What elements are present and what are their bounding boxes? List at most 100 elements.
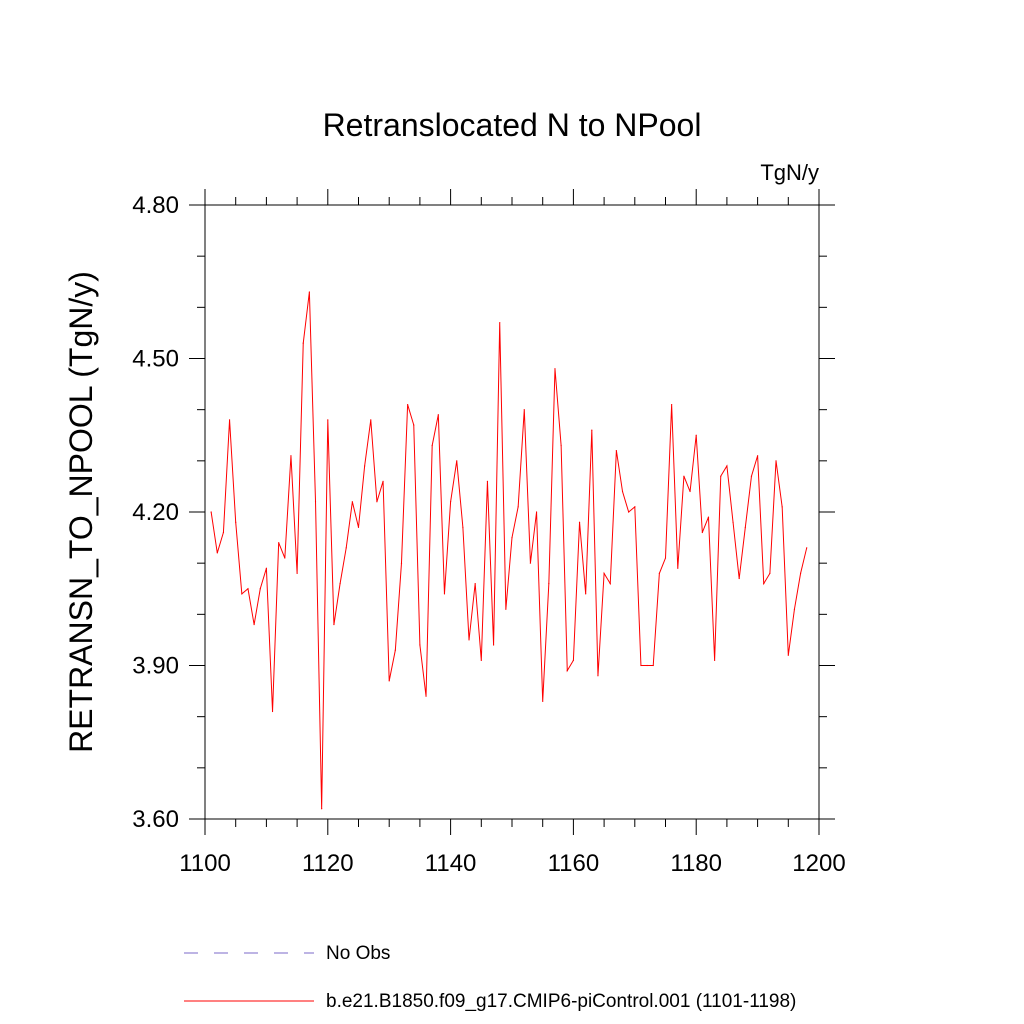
data-point [308, 291, 310, 293]
data-point [333, 623, 335, 626]
data-point [701, 531, 703, 534]
data-point [535, 511, 538, 513]
data-point [560, 444, 562, 447]
data-point [523, 409, 525, 411]
data-point [806, 547, 808, 549]
data-point [652, 664, 654, 667]
data-point [683, 475, 685, 477]
legend: No Obs b.e21.B1850.f09_g17.CMIP6-piContr… [184, 943, 796, 1012]
data-point [492, 644, 495, 646]
data-point [468, 639, 470, 641]
data-point [517, 506, 519, 508]
data-point [259, 588, 261, 590]
data-point [351, 501, 353, 503]
data-point [314, 501, 317, 503]
data-point [511, 536, 513, 539]
data-point [775, 460, 777, 462]
data-point [578, 521, 581, 523]
data-point [738, 577, 740, 580]
data-point [228, 419, 231, 421]
data-point [437, 414, 439, 416]
data-point [615, 450, 617, 452]
data-point [640, 664, 642, 667]
data-point [744, 526, 746, 528]
data-point [364, 465, 366, 467]
data-point [357, 526, 360, 528]
data-point [499, 322, 501, 324]
data-point [419, 644, 421, 646]
data-point [726, 465, 728, 467]
data-point [216, 552, 218, 554]
data-point [394, 649, 396, 651]
data-point [787, 654, 789, 656]
y-tick-label: 3.90 [132, 653, 179, 680]
data-point [278, 542, 280, 544]
x-tick-label: 1140 [425, 850, 477, 877]
data-point [480, 659, 482, 661]
y-tick-label: 4.80 [132, 192, 179, 219]
data-point [707, 516, 710, 518]
data-point [603, 572, 605, 575]
data-point [290, 455, 292, 457]
data-point [271, 710, 274, 713]
data-point [621, 490, 624, 493]
data-point [750, 475, 753, 477]
data-point [376, 501, 378, 503]
data-point [628, 511, 630, 513]
data-point [763, 583, 765, 585]
data-point [529, 562, 532, 564]
data-point [253, 623, 255, 626]
data-point [677, 567, 679, 569]
data-point [443, 593, 446, 595]
x-tick-label: 1200 [792, 850, 845, 877]
data-point [671, 403, 673, 406]
x-tick-label: 1160 [548, 850, 600, 877]
data-point [456, 460, 458, 462]
data-point [247, 588, 249, 590]
data-point [664, 557, 667, 559]
data-point [597, 675, 599, 677]
data-point [658, 572, 660, 575]
data-point [505, 608, 507, 610]
data-point [714, 659, 716, 661]
y-axis-label: RETRANSN_TO_NPOOL (TgN/y) [63, 271, 99, 753]
data-point [646, 664, 648, 667]
data-point [793, 608, 796, 610]
series-layer [210, 291, 808, 810]
data-point [542, 700, 544, 702]
data-point [413, 424, 415, 426]
data-point [425, 695, 427, 697]
data-point [450, 501, 452, 503]
y-tick-label: 4.50 [132, 346, 179, 373]
data-point [235, 521, 237, 523]
data-point [572, 659, 575, 661]
x-tick-label: 1100 [179, 850, 231, 877]
data-point [321, 808, 323, 810]
x-tick-label: 1120 [302, 850, 354, 877]
data-point [554, 368, 556, 370]
data-point [769, 572, 771, 575]
plot-frame [204, 204, 820, 820]
data-point [689, 490, 691, 493]
data-point [345, 547, 347, 549]
data-point [591, 429, 593, 431]
data-point [400, 562, 403, 564]
data-point [210, 511, 212, 513]
data-point [222, 531, 225, 534]
units-label: TgN/y [760, 160, 819, 185]
data-point [462, 526, 464, 528]
data-point [241, 593, 243, 595]
series-line [210, 291, 808, 809]
data-point [339, 583, 341, 585]
legend-label-model: b.e21.B1850.f09_g17.CMIP6-piControl.001 … [326, 991, 796, 1012]
data-point [370, 419, 372, 421]
data-point [720, 475, 722, 477]
data-point [388, 680, 390, 682]
data-point [799, 572, 802, 575]
data-point [695, 434, 697, 436]
data-point [585, 593, 587, 595]
x-tick-label: 1180 [670, 850, 722, 877]
axis-ticks: 1100 1120 1140 1160 1180 1200 3.60 3.90 4.20 4.50… [132, 189, 846, 877]
data-point [474, 583, 476, 585]
data-point [609, 583, 611, 585]
